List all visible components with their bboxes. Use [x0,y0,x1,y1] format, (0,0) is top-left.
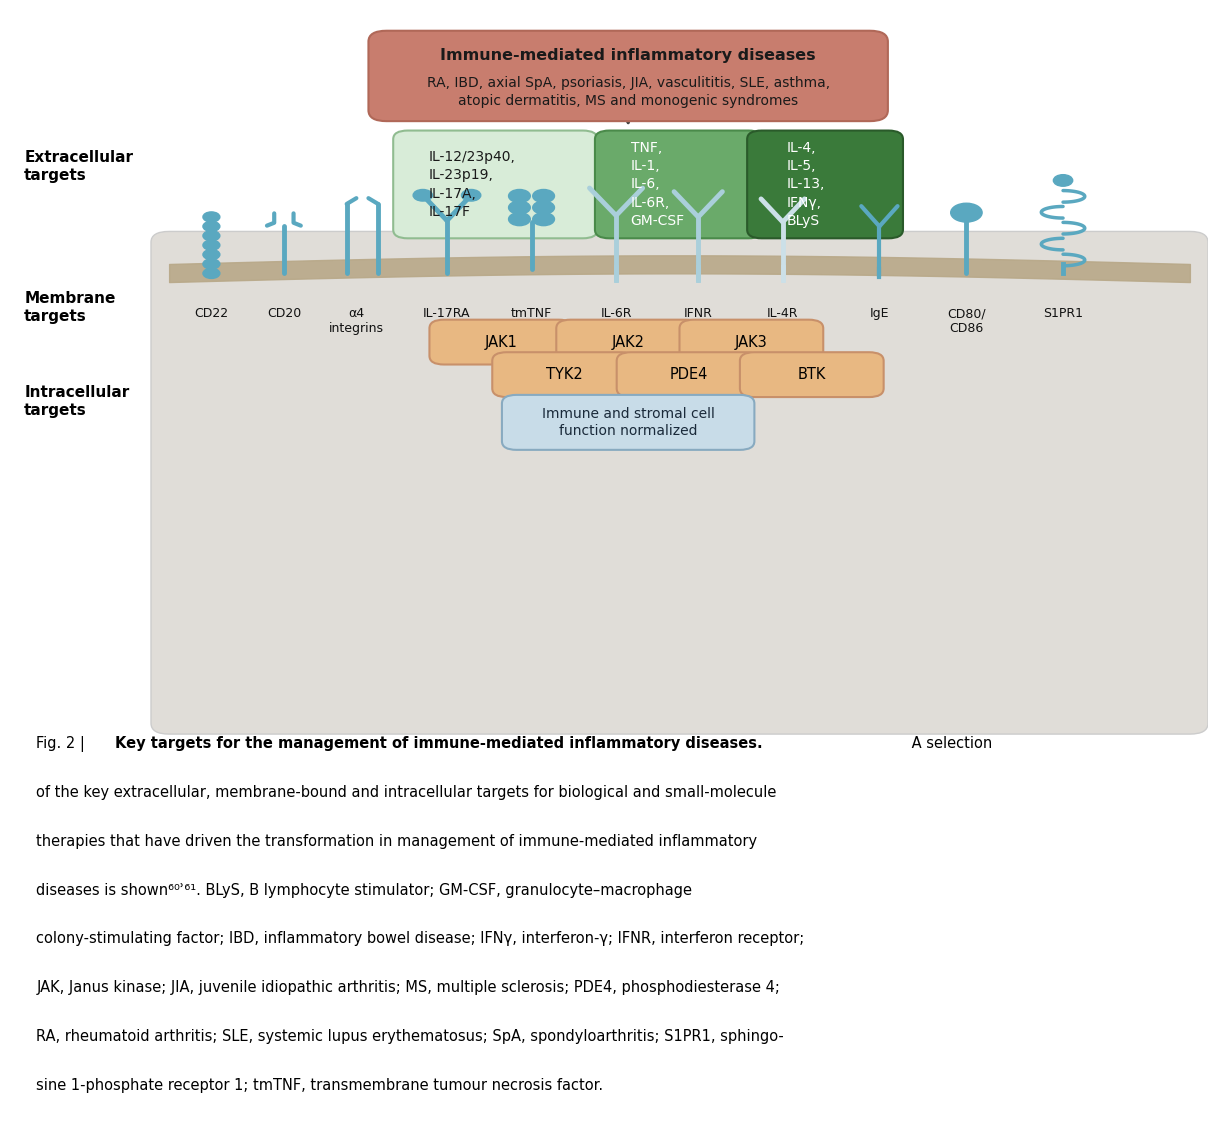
Text: therapies that have driven the transformation in management of immune-mediated i: therapies that have driven the transform… [36,833,757,848]
Circle shape [533,189,554,202]
Text: diseases is shown⁶⁰ʾ⁶¹. BLyS, B lymphocyte stimulator; GM-CSF, granulocyte–macro: diseases is shown⁶⁰ʾ⁶¹. BLyS, B lymphocy… [36,883,692,898]
Text: sine 1-phosphate receptor 1; tmTNF, transmembrane tumour necrosis factor.: sine 1-phosphate receptor 1; tmTNF, tran… [36,1078,603,1093]
Text: IL-4R: IL-4R [767,308,798,320]
Text: JAK1: JAK1 [484,334,518,350]
Circle shape [203,240,220,250]
FancyBboxPatch shape [151,232,1208,734]
Circle shape [203,269,220,279]
FancyBboxPatch shape [503,395,754,450]
Text: TYK2: TYK2 [546,367,582,382]
Text: Immune-mediated inflammatory diseases: Immune-mediated inflammatory diseases [441,48,815,63]
FancyBboxPatch shape [596,131,763,239]
Text: IgE: IgE [870,308,889,320]
Text: Immune and stromal cell
function normalized: Immune and stromal cell function normali… [541,406,715,439]
Circle shape [951,203,982,222]
Text: JAK2: JAK2 [611,334,645,350]
Text: IL-4,
IL-5,
IL-13,
IFNγ,
BLyS: IL-4, IL-5, IL-13, IFNγ, BLyS [786,140,825,228]
Circle shape [461,189,481,201]
FancyBboxPatch shape [368,31,888,122]
Text: Extracellular
targets: Extracellular targets [24,150,133,183]
Text: Intracellular
targets: Intracellular targets [24,386,129,418]
FancyBboxPatch shape [616,352,761,397]
Text: PDE4: PDE4 [669,367,708,382]
Text: BTK: BTK [797,367,826,382]
Text: CD20: CD20 [267,308,301,320]
Text: IL-6R: IL-6R [600,308,632,320]
Text: JAK3: JAK3 [734,334,768,350]
Circle shape [1053,174,1073,186]
FancyBboxPatch shape [739,352,884,397]
Circle shape [413,189,432,201]
Circle shape [509,212,530,226]
Text: A selection: A selection [907,736,993,751]
FancyBboxPatch shape [393,131,597,239]
Text: IL-12/23p40,
IL-23p19,
IL-17A,
IL-17F: IL-12/23p40, IL-23p19, IL-17A, IL-17F [429,150,516,219]
Text: Membrane
targets: Membrane targets [24,292,116,324]
Text: Key targets for the management of immune-mediated inflammatory diseases.: Key targets for the management of immune… [115,736,762,751]
Text: Fig. 2 |: Fig. 2 | [36,736,89,752]
Circle shape [509,189,530,202]
Circle shape [533,201,554,214]
Text: α4
integrins: α4 integrins [329,308,384,335]
FancyBboxPatch shape [747,131,904,239]
Text: JAK, Janus kinase; JIA, juvenile idiopathic arthritis; MS, multiple sclerosis; P: JAK, Janus kinase; JIA, juvenile idiopat… [36,980,780,995]
Circle shape [509,201,530,214]
FancyBboxPatch shape [679,319,824,365]
Circle shape [203,249,220,259]
Circle shape [203,259,220,269]
FancyBboxPatch shape [556,319,701,365]
Text: colony-stimulating factor; IBD, inflammatory bowel disease; IFNγ, interferon-γ; : colony-stimulating factor; IBD, inflamma… [36,931,805,946]
Circle shape [203,231,220,241]
Circle shape [203,212,220,222]
FancyBboxPatch shape [430,319,574,365]
Text: RA, rheumatoid arthritis; SLE, systemic lupus erythematosus; SpA, spondyloarthri: RA, rheumatoid arthritis; SLE, systemic … [36,1029,784,1044]
Text: CD80/
CD86: CD80/ CD86 [947,308,986,335]
FancyBboxPatch shape [493,352,635,397]
Text: tmTNF: tmTNF [511,308,552,320]
Text: IL-17RA: IL-17RA [423,308,471,320]
Text: CD22: CD22 [194,308,228,320]
Text: IFNR: IFNR [684,308,713,320]
Text: TNF,
IL-1,
IL-6,
IL-6R,
GM-CSF: TNF, IL-1, IL-6, IL-6R, GM-CSF [631,140,685,228]
Circle shape [203,222,220,232]
Text: S1PR1: S1PR1 [1043,308,1084,320]
Text: RA, IBD, axial SpA, psoriasis, JIA, vasculititis, SLE, asthma,
atopic dermatitis: RA, IBD, axial SpA, psoriasis, JIA, vasc… [426,76,830,108]
Circle shape [533,212,554,226]
Text: of the key extracellular, membrane-bound and intracellular targets for biologica: of the key extracellular, membrane-bound… [36,785,777,800]
